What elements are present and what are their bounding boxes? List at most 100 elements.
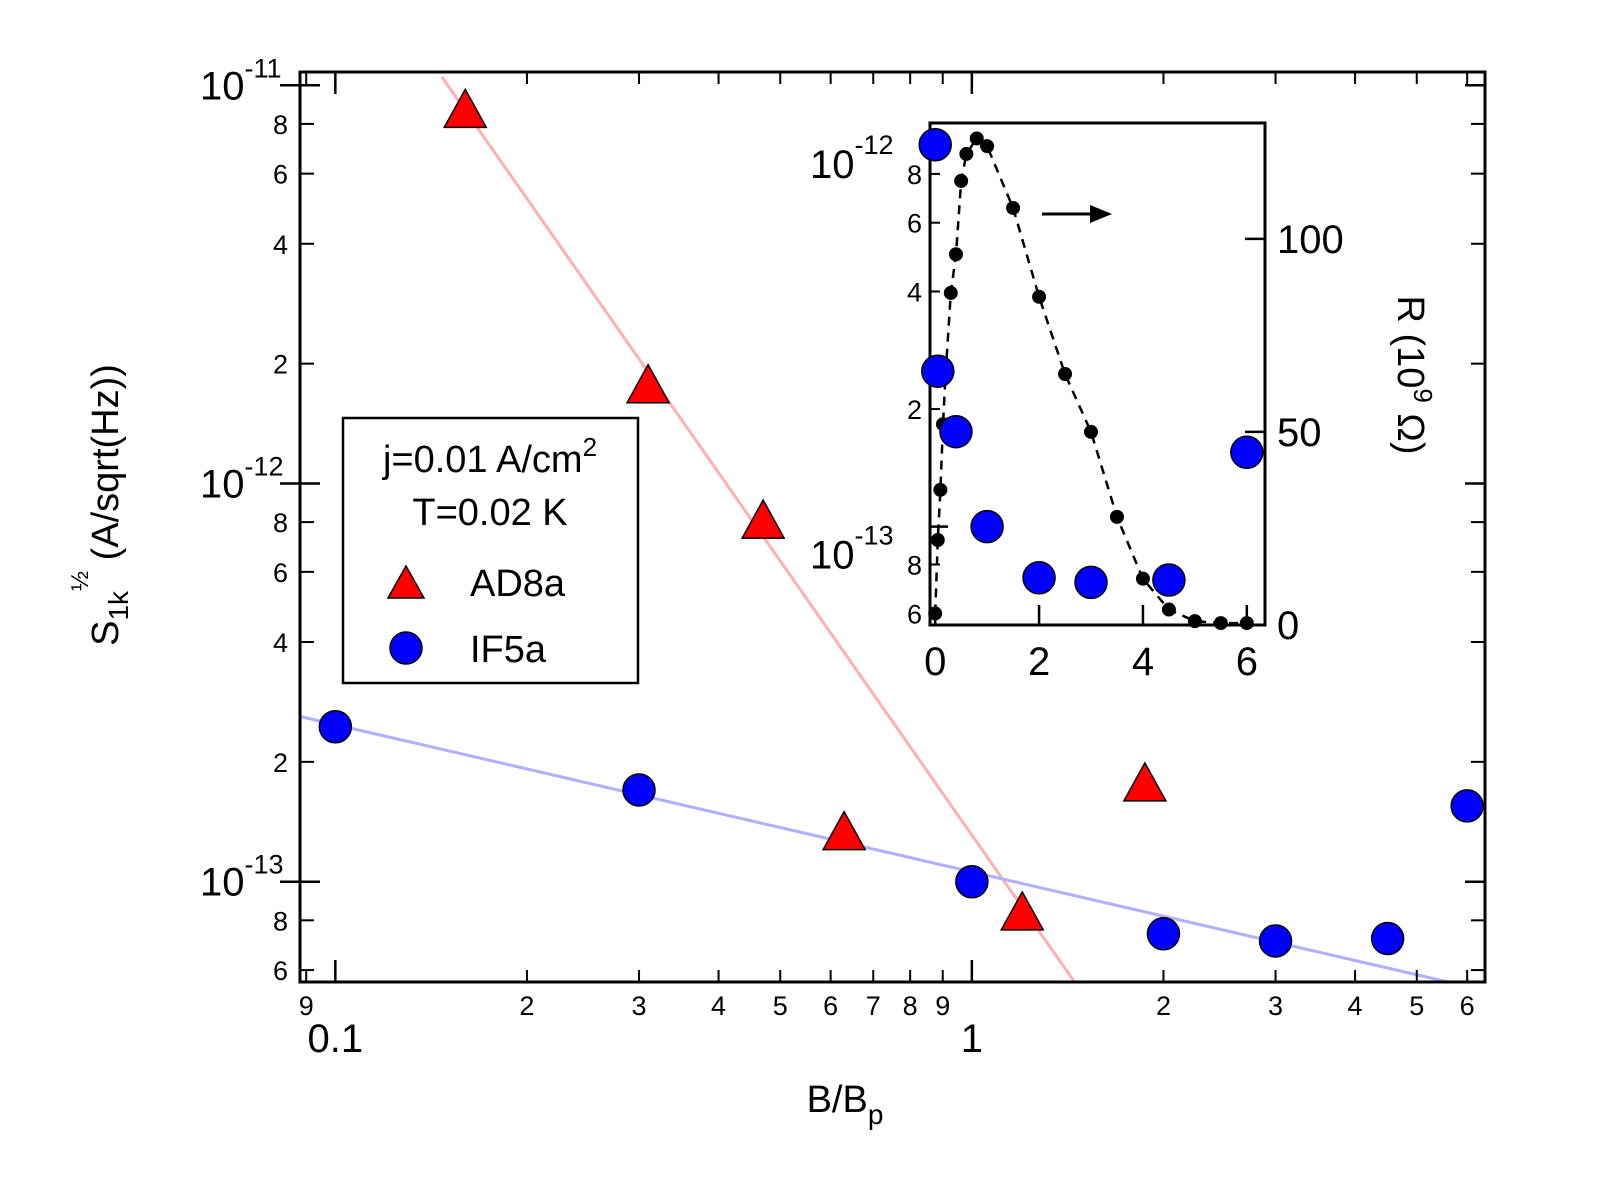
main-x-axis: 0.1 19 2 3 4 5 6 7 8 9 2 3 4 5 6 <box>299 72 1475 1061</box>
resistance-point <box>943 285 958 300</box>
x-minor-tick-label: 6 <box>823 991 838 1021</box>
y-minor-tick-label: 2 <box>273 748 288 778</box>
resistance-point <box>1084 424 1099 439</box>
legend: j=0.01 A/cm2 T=0.02 K AD8a IF5a <box>341 416 640 685</box>
inset-point-if5a <box>970 509 1004 544</box>
point-if5a <box>1450 789 1484 823</box>
y-minor-tick-label: 6 <box>273 956 288 986</box>
inset-point-if5a <box>1022 560 1056 595</box>
x-minor-tick-label: 7 <box>866 991 881 1021</box>
resistance-point <box>1213 616 1228 631</box>
x-minor-tick-label: 4 <box>1348 991 1363 1021</box>
y-minor-tick-label: 8 <box>273 110 288 140</box>
inset-x-tick-label: 4 <box>1132 640 1154 684</box>
inset-plot-frame <box>928 121 1267 627</box>
resistance-point <box>980 139 995 154</box>
y-minor-tick-label: 8 <box>273 508 288 538</box>
point-ad8a <box>999 890 1045 931</box>
y-tick-label: 10-13 <box>200 850 284 905</box>
x-minor-tick-label: 3 <box>1268 991 1283 1021</box>
resistance-point <box>959 146 974 161</box>
resistance-point <box>948 247 963 262</box>
point-ad8a <box>625 363 671 404</box>
x-tick-label: 1 <box>961 1017 983 1061</box>
inset-left-axis: 10-12 10-13 8 6 4 2 8 6 <box>810 130 948 629</box>
y-minor-tick-label: 4 <box>273 230 288 260</box>
point-if5a <box>318 710 353 744</box>
resistance-point <box>1006 200 1021 215</box>
x-minor-tick-label: 5 <box>1409 991 1424 1021</box>
x-tick-label: 0.1 <box>308 1017 364 1061</box>
y-minor-tick-label: 6 <box>273 160 288 190</box>
inset-left-tick-label: 10-12 <box>810 130 894 187</box>
inset-left-minor-label: 6 <box>907 599 922 629</box>
x-minor-tick-label: 4 <box>711 991 726 1021</box>
x-minor-tick-label: 2 <box>519 991 534 1021</box>
x-minor-tick-label: 8 <box>903 991 918 1021</box>
inset-point-if5a <box>918 128 952 162</box>
inset-point-if5a <box>921 354 955 388</box>
x-axis-title: B/Bp <box>807 1079 884 1130</box>
y-tick-label: 10-12 <box>200 452 284 507</box>
legend-triangle-icon <box>386 564 426 599</box>
inset-right-tick-label: 100 <box>1277 218 1344 262</box>
x-minor-tick-label: 9 <box>299 991 314 1021</box>
legend-circle-icon <box>389 631 423 665</box>
inset-right-axis-title: R (109 Ω) <box>1389 295 1438 454</box>
resistance-point <box>1161 602 1176 617</box>
resistance-point <box>1109 509 1124 524</box>
resistance-point <box>1058 367 1073 381</box>
point-ad8a <box>740 498 786 539</box>
resistance-dashed-line <box>933 136 1247 625</box>
inset-right-axis: 0 50 100 <box>1245 218 1344 648</box>
inset-point-if5a <box>1074 565 1108 600</box>
point-ad8a <box>1122 761 1168 802</box>
x-minor-tick-label: 5 <box>773 991 788 1021</box>
resistance-point <box>1239 616 1254 631</box>
resistance-point <box>1187 614 1202 629</box>
resistance-point <box>954 173 969 188</box>
svg-text:S1k½ (A/sqrt(Hz)): S1k½ (A/sqrt(Hz)) <box>67 364 134 646</box>
point-ad8a <box>821 810 867 851</box>
point-if5a <box>622 773 656 807</box>
resistance-point <box>969 131 984 146</box>
inset-x-tick-label: 0 <box>924 640 946 684</box>
inset-right-tick-label: 0 <box>1277 604 1299 648</box>
resistance-point <box>930 533 945 548</box>
inset-left-minor-label: 8 <box>907 550 922 580</box>
arrow-right-icon <box>1042 205 1112 223</box>
x-minor-tick-label: 3 <box>632 991 647 1021</box>
resistance-point <box>1135 571 1150 586</box>
inset-noise-points <box>918 128 1264 600</box>
inset-left-tick-label: 10-13 <box>810 521 894 578</box>
point-if5a <box>1370 921 1405 956</box>
inset-right-tick-label: 50 <box>1277 411 1322 455</box>
point-ad8a <box>442 87 488 129</box>
inset-point-if5a <box>939 414 973 449</box>
y-axis-title: S1k½ (A/sqrt(Hz)) <box>67 364 134 646</box>
fit-line-if5a <box>299 715 1449 984</box>
x-minor-tick-label: 9 <box>935 991 950 1021</box>
point-if5a <box>1258 924 1293 958</box>
inset-left-minor-label: 6 <box>907 209 922 239</box>
inset-resistance-series <box>928 131 1254 631</box>
main-plot-frame <box>298 70 1487 984</box>
y-minor-tick-label: 8 <box>273 906 288 936</box>
point-if5a <box>955 864 989 899</box>
x-minor-tick-label: 2 <box>1156 991 1171 1021</box>
inset-x-tick-label: 2 <box>1028 640 1050 684</box>
main-data-points <box>318 87 1484 958</box>
legend-label-if5a: IF5a <box>470 629 547 671</box>
resistance-point <box>928 606 943 621</box>
inset-left-minor-label: 8 <box>907 160 922 190</box>
resistance-point <box>933 482 948 497</box>
inset-left-minor-label: 4 <box>907 277 922 307</box>
inset-chart: 10-12 10-13 8 6 4 2 8 6 0 50 100 0 2 4 6 R (109 Ω) <box>810 121 1438 684</box>
inset-point-if5a <box>1230 435 1264 470</box>
y-minor-tick-label: 4 <box>273 628 288 658</box>
x-minor-tick-label: 6 <box>1460 991 1475 1021</box>
inset-x-tick-label: 6 <box>1236 640 1258 684</box>
y-tick-label: 10-11 <box>200 53 282 108</box>
legend-line-temperature: T=0.02 K <box>412 492 567 534</box>
